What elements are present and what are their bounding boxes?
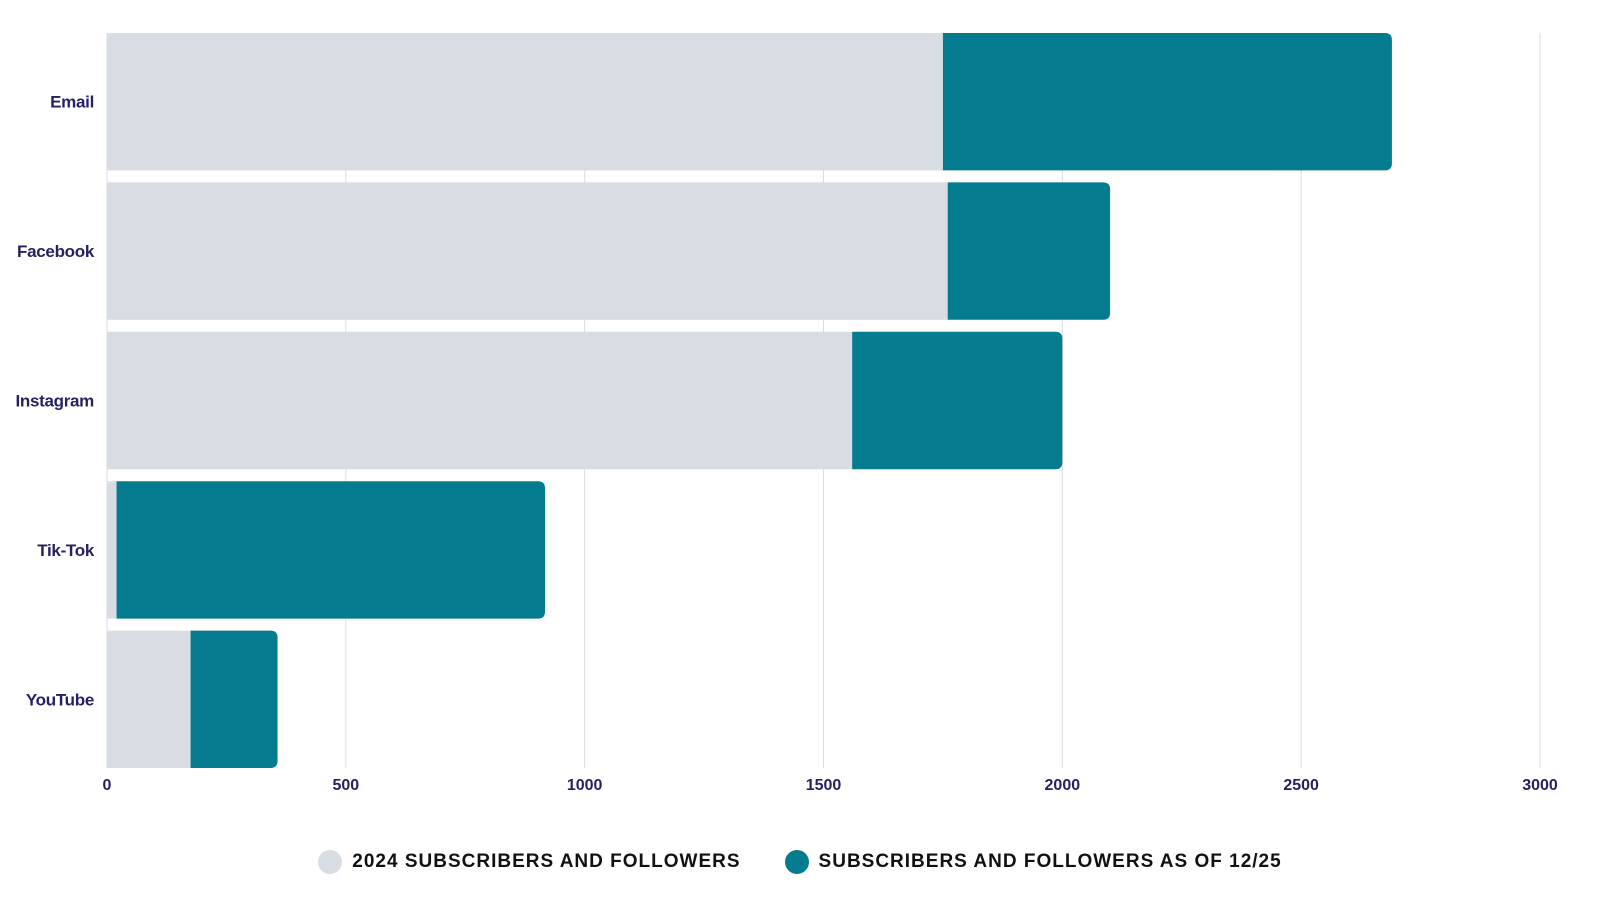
category-label-facebook: Facebook [17, 242, 95, 261]
bar-instagram-series-1 [107, 331, 853, 470]
legend: 2024 SUBSCRIBERS AND FOLLOWERS SUBSCRIBE… [0, 850, 1600, 874]
category-label-youtube: YouTube [26, 690, 94, 709]
x-tick-label-500: 500 [332, 777, 359, 794]
legend-item-2024: 2024 SUBSCRIBERS AND FOLLOWERS [318, 850, 740, 874]
bar-instagram-series-2 [852, 331, 1063, 470]
x-tick-label-0: 0 [103, 777, 112, 794]
legend-label-2024: 2024 SUBSCRIBERS AND FOLLOWERS [352, 851, 741, 872]
category-label-instagram: Instagram [15, 392, 94, 411]
category-label-tik-tok: Tik-Tok [37, 541, 95, 560]
bar-email-series-2 [942, 33, 1392, 171]
bar-youtube-series-2 [190, 630, 278, 768]
bar-tik-tok-series-1 [107, 481, 117, 619]
bar-tik-tok-series-2 [116, 481, 546, 619]
legend-label-current: SUBSCRIBERS AND FOLLOWERS AS OF 12/25 [818, 851, 1282, 872]
x-tick-label-1000: 1000 [567, 777, 603, 794]
category-label-email: Email [50, 93, 94, 112]
bar-facebook-series-1 [107, 182, 948, 320]
legend-swatch-current [784, 850, 809, 874]
legend-item-current: SUBSCRIBERS AND FOLLOWERS AS OF 12/25 [784, 850, 1282, 874]
x-tick-label-3000: 3000 [1522, 777, 1558, 794]
bar-email-series-1 [107, 33, 943, 171]
x-tick-label-2000: 2000 [1045, 777, 1081, 794]
x-tick-label-1500: 1500 [806, 777, 842, 794]
legend-swatch-2024 [318, 850, 343, 874]
bar-youtube-series-1 [107, 630, 191, 768]
x-tick-label-2500: 2500 [1283, 777, 1319, 794]
bar-facebook-series-2 [947, 182, 1111, 320]
